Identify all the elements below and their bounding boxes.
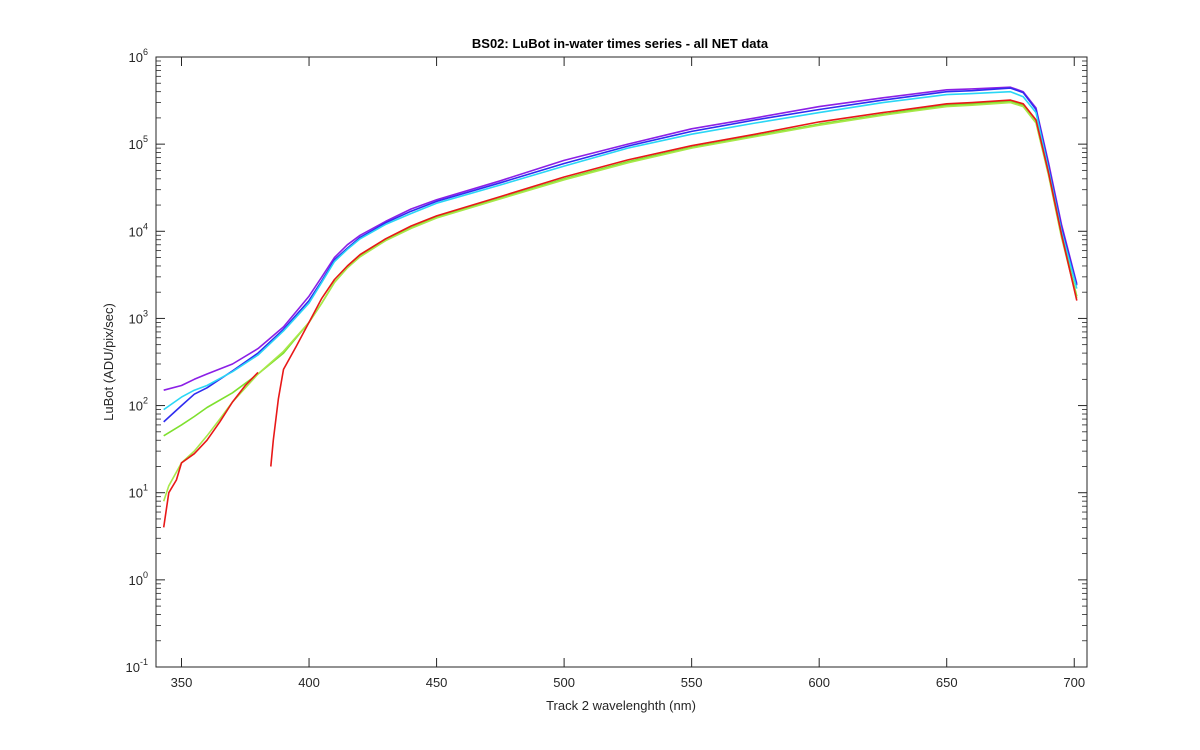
x-tick-label: 700 <box>1063 675 1085 690</box>
x-axis-label: Track 2 wavelenghth (nm) <box>546 698 696 713</box>
ticks-layer: 350 400 450 500 550 600 650 70010-1100101102103… <box>126 47 1087 690</box>
chart-title: BS02: LuBot in-water times series - all … <box>472 36 769 51</box>
x-tick-label: 450 <box>426 675 448 690</box>
x-tick-label: 650 <box>936 675 958 690</box>
series-line-3 <box>163 90 1078 411</box>
series-line-7 <box>270 99 1078 467</box>
x-tick-label: 350 <box>171 675 193 690</box>
series-line-6 <box>162 371 259 528</box>
plot-area-frame <box>155 56 1088 668</box>
series-line-5 <box>162 101 1078 502</box>
series-layer <box>162 86 1078 528</box>
series-line-1 <box>163 86 1078 391</box>
x-tick-label: 500 <box>553 675 575 690</box>
x-tick-label: 550 <box>681 675 703 690</box>
x-tick-label: 400 <box>298 675 320 690</box>
y-axis-label: LuBot (ADU/pix/sec) <box>101 303 116 421</box>
x-tick-label: 600 <box>808 675 830 690</box>
series-line-2 <box>163 87 1078 423</box>
